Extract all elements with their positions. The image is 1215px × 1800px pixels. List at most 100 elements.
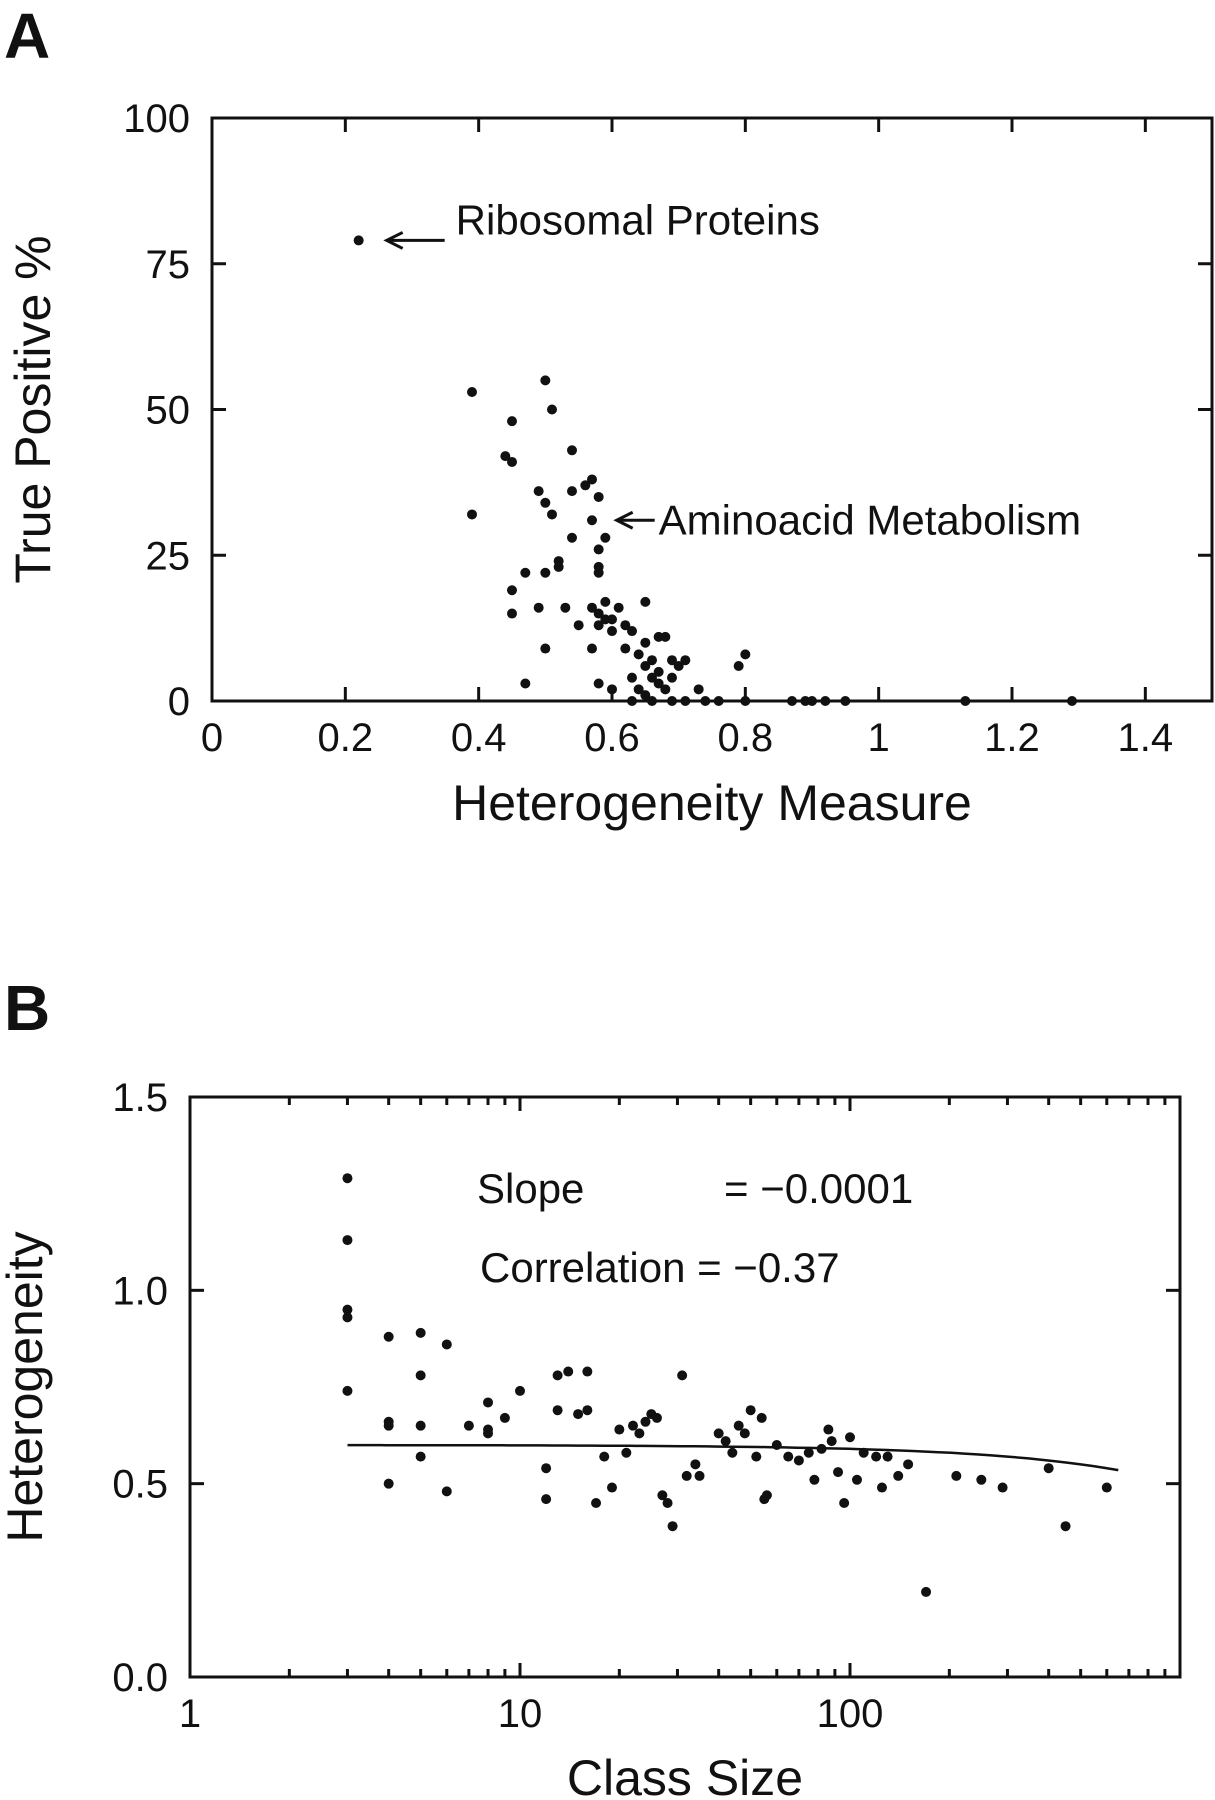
data-point bbox=[353, 235, 364, 246]
data-point bbox=[640, 690, 651, 701]
data-point bbox=[680, 655, 691, 666]
data-point bbox=[1043, 1463, 1054, 1474]
data-point bbox=[533, 602, 544, 613]
data-point bbox=[441, 1339, 452, 1350]
data-point bbox=[342, 1235, 353, 1246]
data-point bbox=[607, 626, 617, 637]
data-point bbox=[727, 1447, 738, 1458]
x-tick-label: 10 bbox=[498, 1692, 543, 1736]
data-point bbox=[640, 637, 651, 648]
data-point bbox=[893, 1470, 904, 1481]
data-point bbox=[540, 375, 551, 386]
data-point bbox=[997, 1482, 1008, 1493]
data-point bbox=[593, 620, 604, 631]
data-point bbox=[809, 1474, 820, 1485]
data-point bbox=[667, 655, 677, 666]
data-point bbox=[593, 678, 604, 689]
data-point bbox=[951, 1470, 962, 1481]
data-point bbox=[415, 1370, 426, 1381]
data-point bbox=[634, 1428, 645, 1439]
data-point bbox=[876, 1482, 887, 1493]
data-point bbox=[816, 1443, 827, 1454]
data-point bbox=[582, 1405, 593, 1416]
data-point bbox=[653, 666, 664, 677]
panel-a-chart: 0 25 50 75 100 0 0.2 0.4 0.6 0.8 1 1.2 1.4 Heterogene… bbox=[5, 97, 1214, 831]
data-point bbox=[680, 696, 691, 706]
data-point bbox=[681, 1470, 692, 1481]
data-point bbox=[383, 1331, 394, 1342]
data-point bbox=[573, 620, 584, 631]
x-tick-label: 1 bbox=[179, 1692, 201, 1736]
y-tick-label: 25 bbox=[146, 534, 191, 578]
data-point bbox=[740, 649, 751, 660]
data-point bbox=[342, 1304, 353, 1315]
data-point bbox=[960, 696, 971, 706]
data-point bbox=[1060, 1521, 1071, 1532]
data-point bbox=[720, 1436, 731, 1447]
data-point bbox=[507, 416, 517, 427]
data-point bbox=[851, 1474, 862, 1485]
data-point bbox=[647, 672, 657, 683]
regression-line bbox=[347, 1443, 1119, 1472]
data-point bbox=[587, 515, 597, 526]
annotation-aminoacid-metabolism: Aminoacid Metabolism bbox=[659, 496, 1082, 543]
data-point bbox=[882, 1451, 893, 1462]
data-point bbox=[600, 532, 611, 543]
data-point bbox=[771, 1440, 782, 1450]
data-point bbox=[613, 602, 624, 613]
data-point bbox=[739, 1428, 750, 1439]
data-point bbox=[713, 1428, 724, 1439]
data-point bbox=[733, 661, 744, 672]
data-point bbox=[621, 1447, 632, 1458]
data-point bbox=[593, 491, 604, 502]
correlation-text: Correlation = −0.37 bbox=[480, 1244, 840, 1291]
data-point bbox=[793, 1455, 804, 1466]
data-point bbox=[533, 486, 544, 497]
data-point bbox=[700, 696, 711, 706]
y-tick-label: 0.5 bbox=[112, 1463, 168, 1507]
y-tick-label: 75 bbox=[146, 243, 191, 287]
data-point bbox=[751, 1451, 762, 1462]
y-tick-label: 1.0 bbox=[112, 1269, 168, 1313]
data-point bbox=[467, 387, 477, 398]
data-point bbox=[553, 561, 564, 572]
data-point bbox=[582, 1366, 593, 1377]
data-point bbox=[756, 1412, 767, 1423]
data-point bbox=[593, 544, 604, 555]
data-point bbox=[567, 532, 577, 543]
data-point bbox=[600, 596, 611, 607]
data-point bbox=[667, 1521, 678, 1532]
data-point bbox=[839, 1498, 850, 1508]
data-point bbox=[383, 1420, 394, 1431]
y-tick-label: 0 bbox=[168, 680, 190, 724]
x-tick-label: 100 bbox=[817, 1692, 884, 1736]
data-point bbox=[587, 474, 597, 485]
data-point bbox=[467, 509, 477, 520]
x-tick-label: 0.8 bbox=[718, 716, 774, 760]
data-point bbox=[383, 1478, 394, 1489]
data-point bbox=[606, 1482, 617, 1493]
data-point bbox=[823, 1424, 834, 1435]
data-point bbox=[833, 1467, 844, 1478]
data-point bbox=[541, 1463, 552, 1474]
data-point bbox=[483, 1397, 494, 1408]
data-point bbox=[858, 1447, 869, 1458]
data-point bbox=[845, 1432, 855, 1443]
data-point bbox=[667, 672, 677, 683]
data-point bbox=[807, 696, 817, 706]
data-point bbox=[599, 1451, 610, 1462]
slope-value: = −0.0001 bbox=[724, 1165, 913, 1212]
data-point bbox=[803, 1447, 814, 1458]
data-point bbox=[976, 1474, 987, 1485]
data-point bbox=[593, 567, 604, 578]
data-point bbox=[520, 567, 531, 578]
data-point bbox=[614, 1424, 625, 1435]
data-point bbox=[620, 643, 631, 654]
y-axis-title: True Positive % bbox=[5, 235, 61, 583]
data-point bbox=[673, 661, 684, 672]
data-point bbox=[342, 1385, 353, 1396]
data-point bbox=[694, 1470, 705, 1481]
data-point bbox=[840, 696, 851, 706]
data-point bbox=[627, 696, 637, 706]
